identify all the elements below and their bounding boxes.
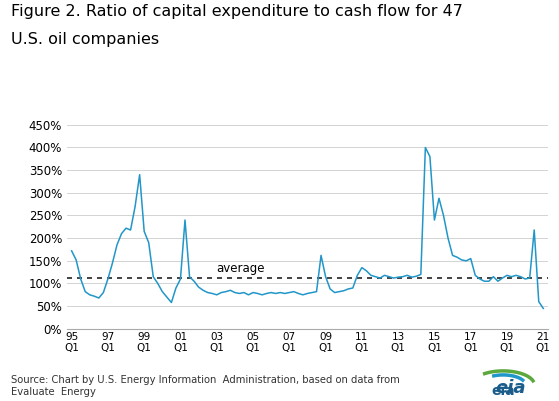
Text: average: average — [217, 262, 265, 275]
Text: U.S. oil companies: U.S. oil companies — [11, 32, 159, 47]
Text: eia: eia — [495, 379, 525, 397]
Text: Figure 2. Ratio of capital expenditure to cash flow for 47: Figure 2. Ratio of capital expenditure t… — [11, 4, 463, 19]
Text: Source: Chart by U.S. Energy Information  Administration, based on data from
Eva: Source: Chart by U.S. Energy Information… — [11, 375, 400, 397]
Text: eia: eia — [491, 384, 515, 398]
